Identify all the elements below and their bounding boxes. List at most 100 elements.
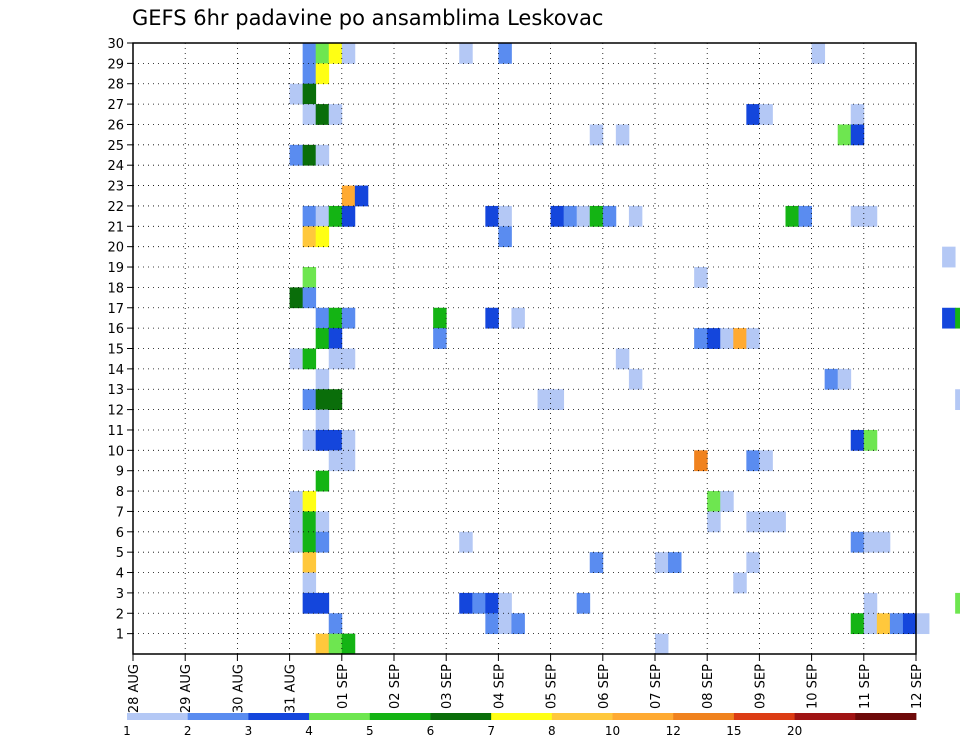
- heatmap-cell: [459, 531, 473, 553]
- heatmap-cell: [302, 83, 317, 105]
- legend-label: 1: [123, 724, 131, 738]
- legend-label: 10: [605, 724, 620, 738]
- x-axis: 28 AUG 29 AUG 30 AUG 31 AUG 01 SEP 02 SEP 03 S…: [127, 654, 925, 713]
- y-tick-label: 23: [107, 180, 124, 195]
- heatmap-cell: [315, 470, 330, 492]
- heatmap-cell: [589, 205, 604, 227]
- heatmap-cell: [837, 124, 852, 146]
- heatmap-cell: [341, 43, 356, 64]
- heatmap-cell: [315, 531, 330, 553]
- heatmap-cell: [746, 450, 760, 472]
- heatmap-cell: [328, 633, 343, 655]
- heatmap-cell: [302, 491, 317, 512]
- y-tick-label: 12: [107, 404, 124, 419]
- legend-swatch: [369, 713, 431, 720]
- y-tick-label: 29: [107, 57, 124, 72]
- heatmap-cell: [850, 531, 865, 553]
- heatmap-cell: [550, 205, 565, 227]
- legend-swatch: [612, 713, 674, 720]
- legend-swatch: [794, 713, 856, 720]
- chart-title: GEFS 6hr padavine po ansamblima Leskovac: [132, 6, 604, 30]
- heatmap-cell: [811, 43, 826, 64]
- legend-swatch: [733, 713, 796, 720]
- heatmap-cell: [328, 450, 343, 472]
- heatmap-cell: [628, 205, 643, 227]
- heatmap-cell: [302, 267, 317, 288]
- y-tick-label: 13: [107, 383, 124, 398]
- legend-swatch: [187, 713, 249, 720]
- y-tick-label: 16: [107, 322, 124, 337]
- heatmap-cell: [302, 348, 317, 370]
- heatmap-cell: [785, 205, 799, 227]
- heatmap-cell: [433, 328, 447, 349]
- heatmap-cell: [615, 348, 630, 370]
- heatmap-cells: [289, 43, 960, 655]
- x-tick-label: 31 AUG: [284, 664, 299, 713]
- heatmap-cell: [341, 185, 356, 207]
- y-tick-label: 28: [107, 78, 124, 93]
- heatmap-cell: [315, 368, 330, 390]
- heatmap-cell: [459, 592, 473, 614]
- heatmap-cell: [863, 531, 878, 553]
- x-tick-label: 08 SEP: [701, 664, 716, 709]
- heatmap-cell: [302, 144, 317, 166]
- y-tick-label: 2: [116, 607, 124, 622]
- heatmap-cell: [550, 389, 565, 410]
- heatmap-cell: [315, 328, 330, 349]
- legend-label: 3: [245, 724, 253, 738]
- legend-swatch: [551, 713, 613, 720]
- heatmap-cell: [576, 592, 591, 614]
- x-tick-label: 01 SEP: [336, 664, 351, 709]
- heatmap-cell: [328, 104, 343, 125]
- heatmap-cell: [576, 205, 591, 227]
- heatmap-cell: [511, 307, 525, 329]
- heatmap-cell: [759, 511, 773, 533]
- legend-label: 2: [184, 724, 192, 738]
- legend-label: 4: [305, 724, 313, 738]
- heatmap-cell: [433, 307, 447, 329]
- heatmap-cell: [485, 205, 499, 227]
- x-tick-label: 02 SEP: [388, 664, 403, 709]
- y-tick-label: 19: [107, 261, 124, 276]
- heatmap-cell: [315, 63, 330, 85]
- heatmap-cell: [328, 429, 343, 451]
- heatmap-cell: [628, 368, 643, 390]
- legend-swatch: [673, 713, 735, 720]
- y-tick-label: 30: [107, 37, 124, 52]
- heatmap-cell: [315, 592, 330, 614]
- heatmap-cell: [902, 613, 917, 635]
- heatmap-cell: [341, 348, 356, 370]
- legend-swatch: [127, 713, 189, 720]
- heatmap-cell: [863, 205, 878, 227]
- legend-label: 7: [487, 724, 495, 738]
- heatmap-cell: [315, 205, 330, 227]
- x-tick-label: 03 SEP: [440, 664, 455, 709]
- x-tick-label: 05 SEP: [545, 664, 560, 709]
- y-tick-label: 20: [107, 241, 124, 256]
- heatmap-cell: [315, 633, 330, 655]
- heatmap-cell: [498, 592, 512, 614]
- heatmap-cell: [485, 592, 499, 614]
- heatmap-cell: [341, 429, 356, 451]
- legend-label: 5: [366, 724, 374, 738]
- heatmap-cell: [824, 368, 839, 390]
- heatmap-cell: [315, 104, 330, 125]
- y-tick-label: 15: [107, 343, 124, 358]
- heatmap-cell: [537, 389, 551, 410]
- heatmap-cell: [341, 307, 356, 329]
- heatmap-cell: [876, 531, 891, 553]
- legend-label: 12: [666, 724, 681, 738]
- y-tick-label: 25: [107, 139, 124, 154]
- heatmap-cell: [498, 613, 512, 635]
- legend-swatch: [248, 713, 310, 720]
- legend-swatch: [309, 713, 371, 720]
- heatmap-cell: [315, 429, 330, 451]
- heatmap-cell: [315, 144, 330, 166]
- heatmap-cell: [863, 592, 878, 614]
- heatmap-cell: [733, 328, 747, 349]
- heatmap-cell: [302, 572, 317, 594]
- heatmap-cell: [746, 104, 760, 125]
- y-tick-label: 11: [107, 424, 124, 439]
- heatmap-cell: [354, 185, 369, 207]
- heatmap-cell: [889, 613, 904, 635]
